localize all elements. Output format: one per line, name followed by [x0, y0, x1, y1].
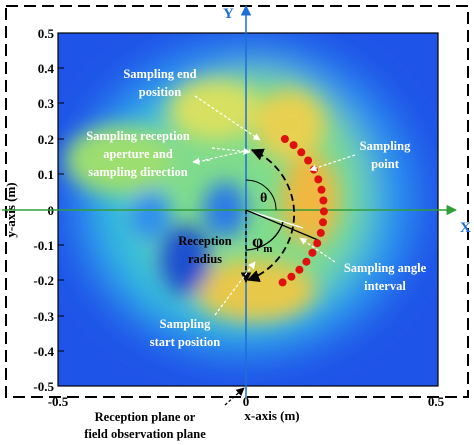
sampling-end-label: Sampling end: [123, 67, 196, 81]
reception-radius-label-2: radius: [188, 252, 222, 266]
reception-plane-label-2: field observation plane: [84, 427, 206, 441]
sampling-point: [316, 228, 325, 237]
phi-symbol: φm: [252, 231, 272, 255]
sampling-start-label-2: start position: [150, 335, 221, 349]
sampling-point: [287, 272, 296, 281]
sampling-point: [314, 175, 323, 184]
reception-aperture-label-2: aperture and: [103, 147, 173, 161]
y-tick: 0.2: [38, 132, 54, 147]
x-tick-labels: -0.5 0 0.5: [48, 394, 445, 409]
y-axis-letter: Y: [223, 6, 234, 22]
sampling-point: [308, 248, 317, 257]
sampling-point: [302, 257, 311, 266]
y-tick: 0.4: [38, 61, 55, 76]
sampling-point: [319, 196, 328, 205]
sampling-point: [304, 156, 313, 165]
x-tick: -0.5: [48, 394, 69, 409]
phi-arc: [245, 221, 284, 251]
sampling-point: [295, 265, 304, 274]
theta-arc: [245, 179, 277, 211]
sampling-point-label-2: point: [371, 157, 400, 171]
x-tick: 0: [243, 394, 250, 409]
sampling-point: [280, 135, 289, 143]
y-tick: -0.3: [33, 309, 54, 324]
angle-line-a: [245, 209, 304, 229]
sampling-point: [278, 278, 287, 287]
y-tick: 0.1: [38, 167, 54, 182]
reception-plane-label: Reception plane or: [95, 410, 196, 424]
sampling-start-label: Sampling: [160, 317, 211, 331]
sampling-end-label-2: position: [139, 85, 181, 99]
angle-interval-label: Sampling angle: [344, 261, 427, 275]
sampling-point: [319, 207, 328, 216]
reception-arc: [246, 148, 295, 283]
sampling-point: [313, 239, 322, 248]
y-tick: 0.3: [38, 96, 55, 111]
angle-interval-label-2: interval: [364, 279, 406, 293]
sampling-points: [278, 135, 328, 287]
reception-plane-frame: [5, 5, 469, 398]
y-tick: -0.1: [33, 238, 54, 253]
y-tick: -0.4: [33, 344, 54, 359]
y-tick: 0.5: [38, 26, 55, 41]
reception-radius-label: Reception: [178, 234, 232, 248]
reception-aperture-label: Sampling reception: [86, 129, 190, 143]
theta-symbol: θ: [260, 191, 267, 206]
sampling-point: [289, 141, 298, 150]
y-tick-labels: 0.5 0.4 0.3 0.2 0.1 0 -0.1 -0.2 -0.3 -0.…: [33, 26, 54, 394]
sampling-point-label: Sampling: [360, 139, 411, 153]
x-axis-title: x-axis (m): [244, 408, 299, 423]
y-tick: -0.2: [33, 273, 54, 288]
reception-aperture-label-3: sampling direction: [88, 165, 187, 179]
sampling-point: [297, 148, 306, 157]
y-tick: -0.5: [33, 379, 54, 394]
annotation-arrows: [194, 95, 356, 316]
x-axis-letter: X: [460, 220, 471, 236]
x-tick: 0.5: [428, 394, 445, 409]
plane-arrow: [224, 387, 245, 406]
sampling-point: [319, 218, 327, 227]
sampling-point: [317, 185, 326, 194]
reception-arrow: [192, 157, 211, 165]
